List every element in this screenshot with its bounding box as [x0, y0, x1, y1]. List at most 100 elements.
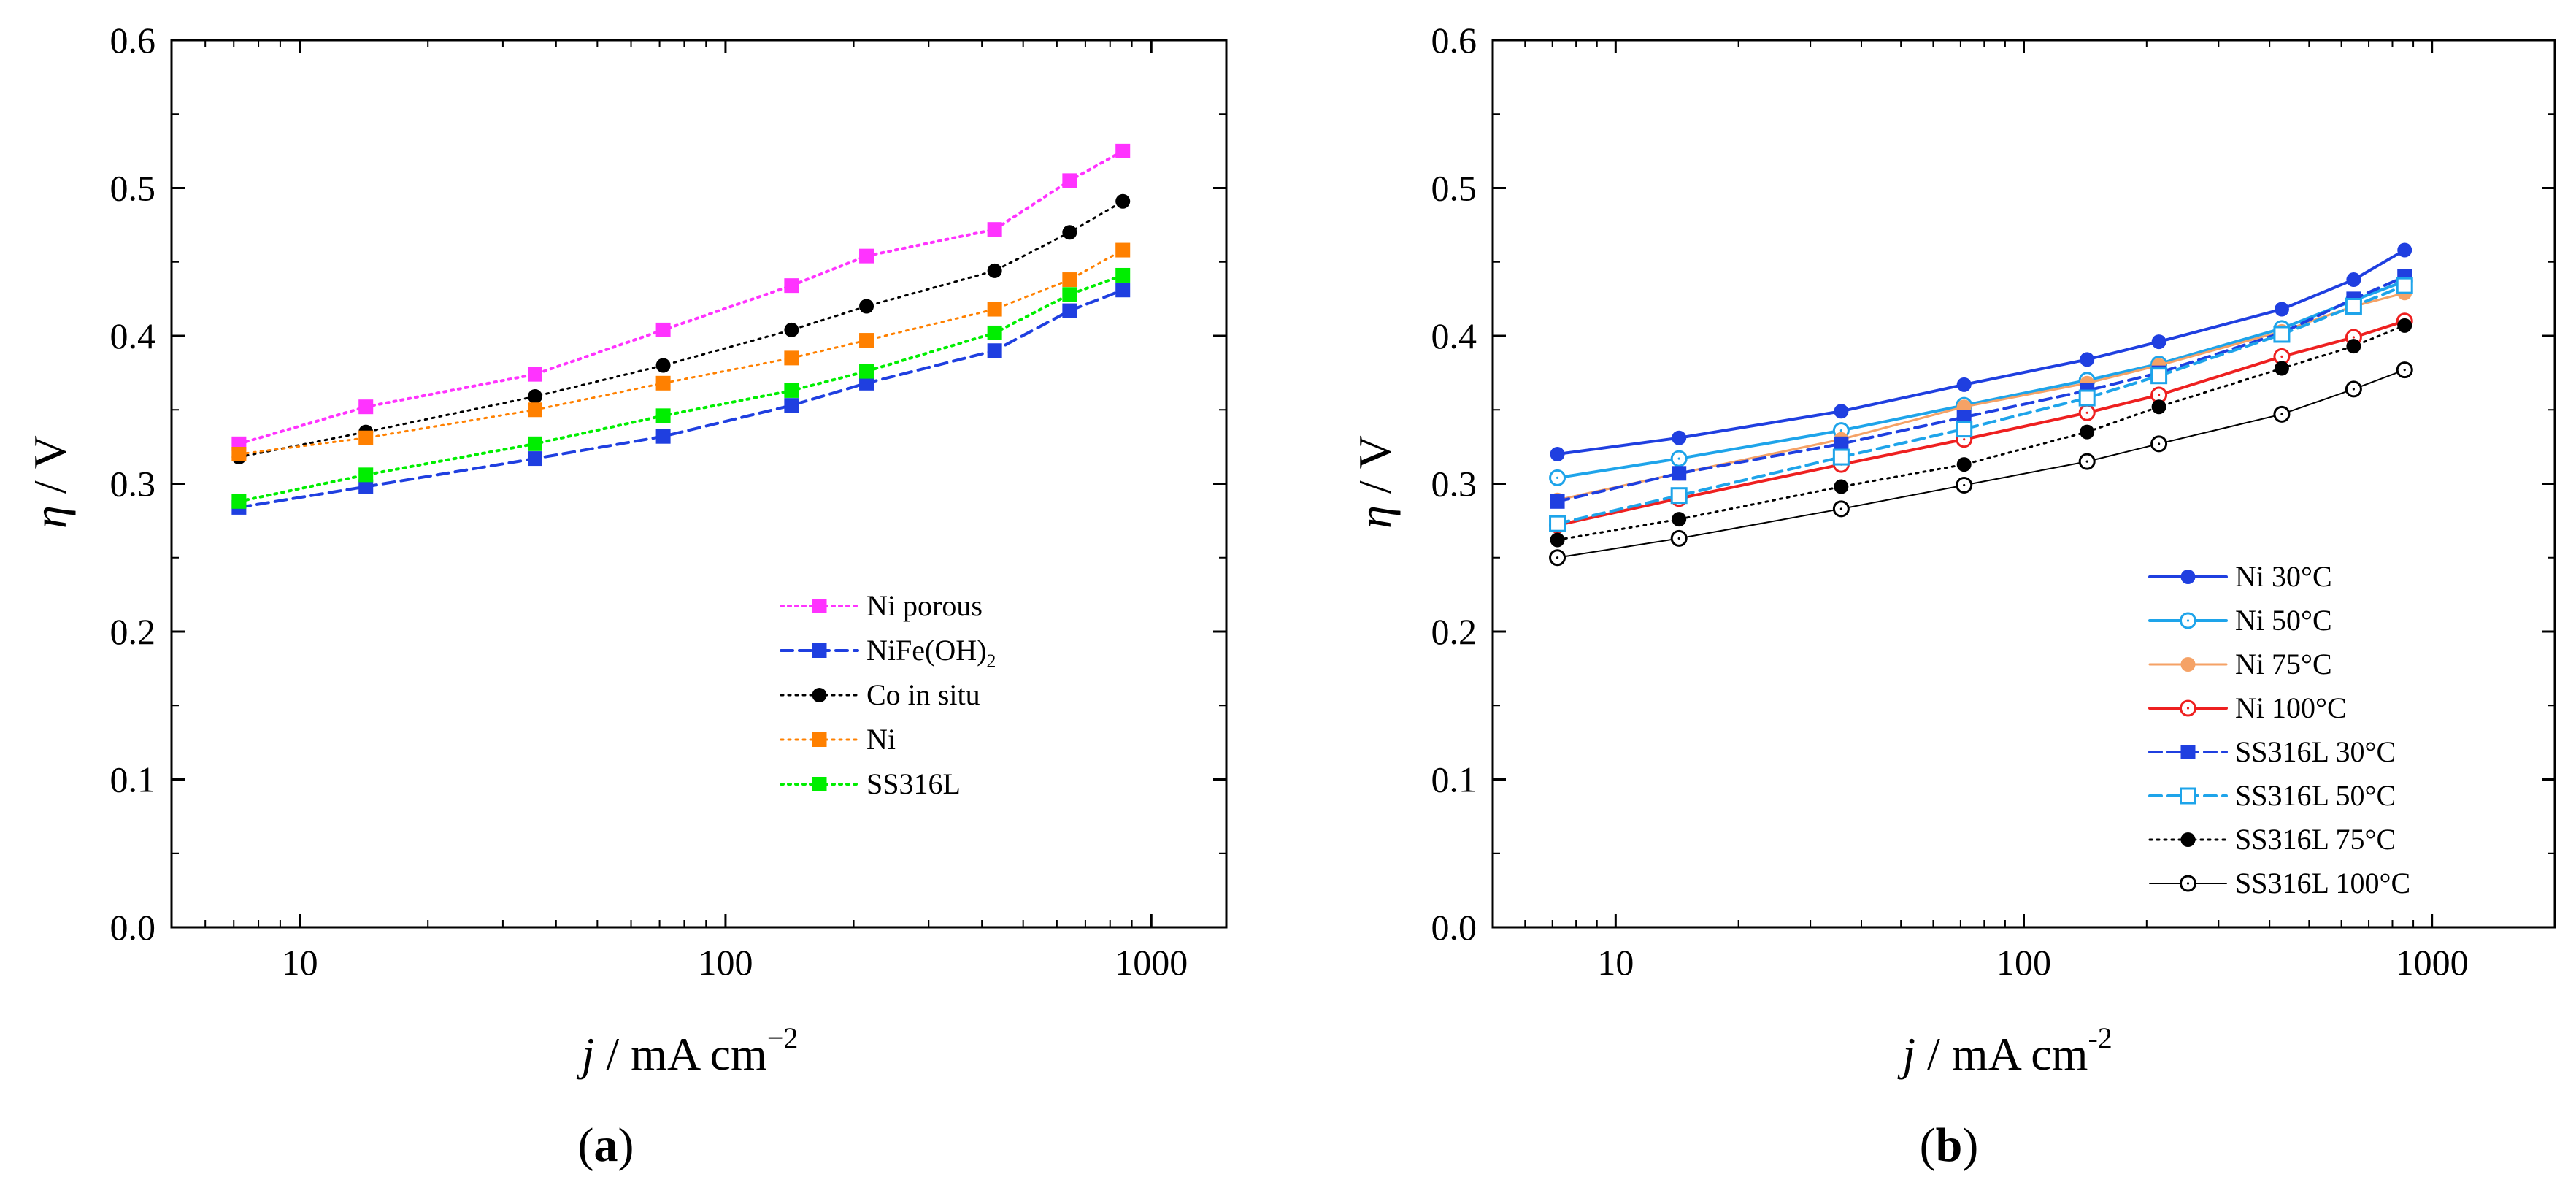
data-point [231, 447, 247, 461]
legend-item: NiFe(OH)2 [780, 634, 996, 672]
data-point-center-dot [1556, 476, 1559, 480]
data-point-center-dot [1963, 483, 1966, 487]
series-line [237, 200, 1124, 459]
legend: Ni 30°C Ni 50°C Ni 75°C Ni 100°C SS316L 30°C… [2148, 560, 2410, 900]
data-point [2346, 339, 2361, 354]
y-tick-label: 0.4 [1431, 315, 1477, 356]
y-tick-label: 0.5 [1431, 168, 1477, 209]
legend-label: Co in situ [866, 678, 980, 711]
data-point [1956, 457, 1972, 472]
series-0 [1550, 242, 2412, 461]
data-point-center-dot [2085, 411, 2088, 414]
data-point [655, 358, 671, 373]
y-tick-label: 0.6 [110, 20, 156, 61]
x-tick-label: 100 [698, 942, 753, 983]
x-tick-label: 10 [1597, 942, 1634, 983]
legend-label: SS316L 75°C [2235, 823, 2396, 856]
data-point [358, 467, 374, 483]
data-point [2078, 389, 2096, 407]
data-point [1115, 283, 1131, 298]
data-point [1834, 436, 1849, 451]
data-point-center-dot [2403, 368, 2406, 372]
series-line [237, 288, 1125, 509]
data-point [2273, 326, 2291, 343]
data-point [2346, 272, 2361, 288]
data-point [1672, 430, 1687, 445]
x-axis-label: j / mA cm-2 [1897, 1021, 2112, 1080]
data-point-center-dot [1839, 507, 1842, 510]
data-point-center-dot [1677, 457, 1680, 460]
data-point [231, 494, 247, 509]
y-tick-label: 0.2 [1431, 611, 1477, 652]
legend-item: Ni 75°C [2148, 648, 2332, 680]
legend-swatch-marker [2180, 570, 2196, 584]
x-axis-label-unit: / mA cm [1915, 1028, 2088, 1080]
legend: Ni porous NiFe(OH)2 Co in situ Ni SS316L [780, 589, 996, 800]
data-point [527, 367, 542, 382]
data-point [1550, 532, 1565, 548]
data-point-center-dot [2352, 336, 2355, 339]
data-point [358, 430, 374, 445]
y-axis-label-unit: / V [1349, 435, 1401, 505]
y-tick-label: 0.6 [1431, 20, 1477, 61]
data-point [2345, 298, 2362, 315]
data-point [358, 399, 374, 415]
panel-label-close: ) [618, 1119, 634, 1172]
y-tick-label: 0.4 [110, 315, 156, 356]
legend-item: SS316L [780, 767, 961, 800]
legend-label: Ni 50°C [2235, 604, 2332, 637]
series-7 [1549, 361, 2413, 567]
data-point [2080, 424, 2095, 440]
x-tick-label: 10 [282, 942, 318, 983]
y-tick-label: 0.3 [1431, 464, 1477, 505]
legend-item: SS316L 75°C [2148, 823, 2396, 856]
data-point [2397, 318, 2412, 333]
data-point [1115, 193, 1131, 209]
legend-item: Ni [780, 723, 896, 756]
y-tick-label: 0.1 [1431, 759, 1477, 800]
y-tick-label: 0.0 [1431, 907, 1477, 948]
data-point [1672, 512, 1687, 527]
legend-item: Ni 30°C [2148, 560, 2332, 593]
legend-label: Ni [866, 723, 896, 756]
panel-label-open: ( [1920, 1119, 1936, 1172]
data-point-center-dot [1963, 438, 1966, 441]
data-point-center-dot [2280, 413, 2283, 415]
data-point [987, 325, 1002, 340]
data-point-center-dot [1839, 429, 1842, 432]
x-axis-label-unit: / mA cm [594, 1028, 766, 1080]
series-3 [1549, 312, 2413, 534]
data-point [784, 398, 799, 413]
legend-label: Ni 100°C [2235, 691, 2347, 724]
legend-swatch-marker [2180, 832, 2196, 847]
data-point [2397, 242, 2412, 258]
chart-panel-b: η / V j / mA cm-2 (b) 0.0 0.1 0.2 0.3 0.4 0.5… [1349, 20, 2556, 1172]
data-point [2274, 361, 2289, 376]
x-axis-label: j / mA cm−2 [577, 1021, 799, 1080]
x-axis-label-var: j [577, 1028, 595, 1080]
series-3 [231, 242, 1131, 461]
data-point [655, 375, 671, 391]
data-point [1062, 287, 1077, 302]
data-point-center-dot [2085, 460, 2088, 463]
legend-swatch-marker [812, 777, 827, 791]
legend-item: Ni porous [780, 589, 983, 622]
data-point [859, 333, 874, 348]
data-point [1062, 272, 1077, 288]
data-point [859, 299, 874, 314]
y-tick-label: 0.1 [110, 759, 156, 800]
series-6 [1550, 318, 2412, 548]
data-point [655, 408, 671, 423]
legend-label: SS316L 30°C [2235, 735, 2396, 768]
x-axis-label-exponent: -2 [2088, 1021, 2112, 1054]
data-point-center-dot [2280, 355, 2283, 358]
y-tick-label: 0.0 [110, 907, 156, 948]
data-point [2396, 277, 2413, 294]
data-point [1549, 515, 1566, 532]
data-point [859, 375, 874, 391]
data-point [987, 343, 1002, 358]
legend-label: SS316L [866, 767, 961, 800]
legend-item: SS316L 100°C [2149, 867, 2410, 900]
chart-panel-a: η / V j / mA cm−2 (a) 0.0 0.1 0.2 0.3 0.4 0.5… [24, 20, 1228, 1172]
series-4 [231, 267, 1131, 509]
